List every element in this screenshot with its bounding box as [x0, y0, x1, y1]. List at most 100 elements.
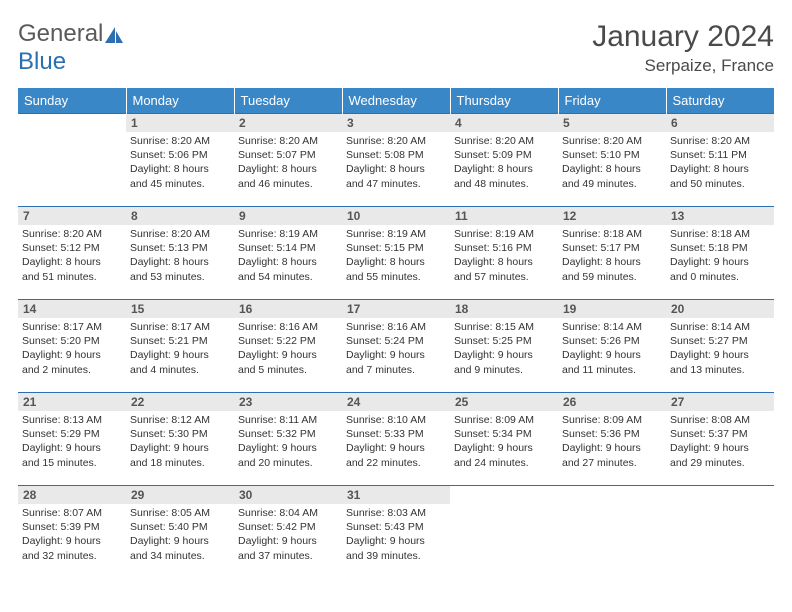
- day-line: and 24 minutes.: [454, 456, 554, 470]
- day-line: and 2 minutes.: [22, 363, 122, 377]
- day-number: 27: [666, 393, 774, 411]
- day-number: 24: [342, 393, 450, 411]
- day-line: and 54 minutes.: [238, 270, 338, 284]
- day-cell: 1Sunrise: 8:20 AMSunset: 5:06 PMDaylight…: [126, 114, 234, 207]
- day-line: Sunset: 5:33 PM: [346, 427, 446, 441]
- day-number: 14: [18, 300, 126, 318]
- day-line: Sunrise: 8:03 AM: [346, 506, 446, 520]
- day-line: Daylight: 9 hours: [346, 348, 446, 362]
- day-cell: 20Sunrise: 8:14 AMSunset: 5:27 PMDayligh…: [666, 300, 774, 393]
- day-line: Daylight: 9 hours: [346, 441, 446, 455]
- header-monday: Monday: [126, 88, 234, 114]
- day-line: Sunrise: 8:20 AM: [22, 227, 122, 241]
- day-number: 7: [18, 207, 126, 225]
- brand-logo: GeneralBlue: [18, 20, 125, 76]
- day-line: Daylight: 8 hours: [346, 162, 446, 176]
- header-tuesday: Tuesday: [234, 88, 342, 114]
- day-cell: 24Sunrise: 8:10 AMSunset: 5:33 PMDayligh…: [342, 393, 450, 486]
- day-body: Sunrise: 8:20 AMSunset: 5:09 PMDaylight:…: [450, 132, 558, 195]
- day-line: Sunset: 5:42 PM: [238, 520, 338, 534]
- day-body: Sunrise: 8:19 AMSunset: 5:14 PMDaylight:…: [234, 225, 342, 288]
- day-body: Sunrise: 8:20 AMSunset: 5:07 PMDaylight:…: [234, 132, 342, 195]
- day-body: Sunrise: 8:05 AMSunset: 5:40 PMDaylight:…: [126, 504, 234, 567]
- day-number: 10: [342, 207, 450, 225]
- day-line: and 47 minutes.: [346, 177, 446, 191]
- day-header-row: Sunday Monday Tuesday Wednesday Thursday…: [18, 88, 774, 114]
- day-body: Sunrise: 8:18 AMSunset: 5:18 PMDaylight:…: [666, 225, 774, 288]
- day-line: and 49 minutes.: [562, 177, 662, 191]
- day-line: and 45 minutes.: [130, 177, 230, 191]
- header-thursday: Thursday: [450, 88, 558, 114]
- day-number: 9: [234, 207, 342, 225]
- day-line: Sunset: 5:18 PM: [670, 241, 770, 255]
- day-line: and 46 minutes.: [238, 177, 338, 191]
- day-number: 2: [234, 114, 342, 132]
- day-body: Sunrise: 8:15 AMSunset: 5:25 PMDaylight:…: [450, 318, 558, 381]
- day-line: Daylight: 8 hours: [454, 255, 554, 269]
- day-line: Daylight: 8 hours: [130, 255, 230, 269]
- day-line: Sunset: 5:39 PM: [22, 520, 122, 534]
- day-line: Sunset: 5:11 PM: [670, 148, 770, 162]
- header-friday: Friday: [558, 88, 666, 114]
- day-cell: 23Sunrise: 8:11 AMSunset: 5:32 PMDayligh…: [234, 393, 342, 486]
- day-number: 16: [234, 300, 342, 318]
- day-line: Sunrise: 8:07 AM: [22, 506, 122, 520]
- day-cell: 26Sunrise: 8:09 AMSunset: 5:36 PMDayligh…: [558, 393, 666, 486]
- day-line: and 53 minutes.: [130, 270, 230, 284]
- day-body: [450, 490, 558, 496]
- day-body: Sunrise: 8:16 AMSunset: 5:24 PMDaylight:…: [342, 318, 450, 381]
- day-line: Daylight: 8 hours: [562, 162, 662, 176]
- day-line: and 18 minutes.: [130, 456, 230, 470]
- day-line: Daylight: 9 hours: [130, 441, 230, 455]
- day-cell: 30Sunrise: 8:04 AMSunset: 5:42 PMDayligh…: [234, 486, 342, 579]
- day-cell: 4Sunrise: 8:20 AMSunset: 5:09 PMDaylight…: [450, 114, 558, 207]
- day-number: 25: [450, 393, 558, 411]
- day-line: Sunrise: 8:20 AM: [130, 227, 230, 241]
- day-line: and 55 minutes.: [346, 270, 446, 284]
- day-line: Sunset: 5:37 PM: [670, 427, 770, 441]
- day-line: Sunset: 5:20 PM: [22, 334, 122, 348]
- day-line: Daylight: 8 hours: [238, 162, 338, 176]
- day-line: Daylight: 9 hours: [670, 348, 770, 362]
- day-number: 22: [126, 393, 234, 411]
- day-number: 26: [558, 393, 666, 411]
- day-cell: 9Sunrise: 8:19 AMSunset: 5:14 PMDaylight…: [234, 207, 342, 300]
- day-body: Sunrise: 8:04 AMSunset: 5:42 PMDaylight:…: [234, 504, 342, 567]
- day-number: 13: [666, 207, 774, 225]
- header-sunday: Sunday: [18, 88, 126, 114]
- day-body: Sunrise: 8:20 AMSunset: 5:08 PMDaylight:…: [342, 132, 450, 195]
- day-line: Sunset: 5:36 PM: [562, 427, 662, 441]
- day-line: Sunrise: 8:11 AM: [238, 413, 338, 427]
- day-body: Sunrise: 8:13 AMSunset: 5:29 PMDaylight:…: [18, 411, 126, 474]
- day-line: Sunset: 5:12 PM: [22, 241, 122, 255]
- day-cell: 2Sunrise: 8:20 AMSunset: 5:07 PMDaylight…: [234, 114, 342, 207]
- day-line: Daylight: 9 hours: [238, 441, 338, 455]
- day-cell: 27Sunrise: 8:08 AMSunset: 5:37 PMDayligh…: [666, 393, 774, 486]
- calendar-table: Sunday Monday Tuesday Wednesday Thursday…: [18, 88, 774, 578]
- day-line: Sunrise: 8:19 AM: [346, 227, 446, 241]
- day-line: Daylight: 9 hours: [346, 534, 446, 548]
- day-number: 30: [234, 486, 342, 504]
- day-line: Daylight: 8 hours: [670, 162, 770, 176]
- day-line: Sunset: 5:26 PM: [562, 334, 662, 348]
- day-line: Sunrise: 8:19 AM: [238, 227, 338, 241]
- day-body: Sunrise: 8:17 AMSunset: 5:21 PMDaylight:…: [126, 318, 234, 381]
- location-label: Serpaize, France: [592, 56, 774, 76]
- day-body: Sunrise: 8:20 AMSunset: 5:13 PMDaylight:…: [126, 225, 234, 288]
- day-body: Sunrise: 8:20 AMSunset: 5:06 PMDaylight:…: [126, 132, 234, 195]
- day-cell: [558, 486, 666, 579]
- table-row: 14Sunrise: 8:17 AMSunset: 5:20 PMDayligh…: [18, 300, 774, 393]
- day-number: 5: [558, 114, 666, 132]
- day-body: [666, 490, 774, 496]
- day-number: 4: [450, 114, 558, 132]
- day-body: Sunrise: 8:03 AMSunset: 5:43 PMDaylight:…: [342, 504, 450, 567]
- day-cell: 22Sunrise: 8:12 AMSunset: 5:30 PMDayligh…: [126, 393, 234, 486]
- day-number: 29: [126, 486, 234, 504]
- day-line: Sunrise: 8:20 AM: [346, 134, 446, 148]
- brand-part2: Blue: [18, 48, 66, 75]
- day-cell: 11Sunrise: 8:19 AMSunset: 5:16 PMDayligh…: [450, 207, 558, 300]
- day-number: 8: [126, 207, 234, 225]
- day-line: Daylight: 8 hours: [562, 255, 662, 269]
- table-row: 1Sunrise: 8:20 AMSunset: 5:06 PMDaylight…: [18, 114, 774, 207]
- day-line: Daylight: 9 hours: [22, 441, 122, 455]
